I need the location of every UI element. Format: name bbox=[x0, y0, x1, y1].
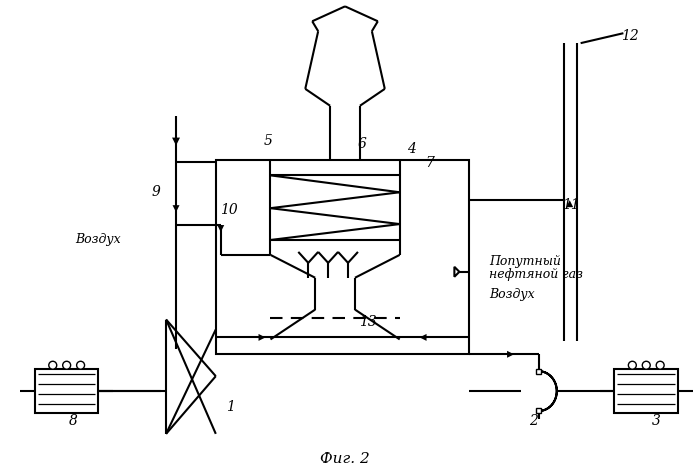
Text: 8: 8 bbox=[69, 414, 78, 428]
Bar bbox=[614, 369, 678, 413]
Text: 4: 4 bbox=[408, 142, 416, 155]
Text: 10: 10 bbox=[220, 203, 238, 217]
Polygon shape bbox=[566, 200, 573, 207]
Polygon shape bbox=[259, 334, 266, 341]
Text: 2: 2 bbox=[529, 414, 538, 428]
Bar bbox=[536, 408, 541, 413]
Polygon shape bbox=[507, 351, 514, 358]
Text: Воздух: Воздух bbox=[75, 234, 122, 246]
Circle shape bbox=[656, 361, 664, 369]
Bar bbox=[536, 369, 541, 374]
Text: 7: 7 bbox=[425, 156, 434, 171]
Text: Попутный: Попутный bbox=[489, 255, 561, 268]
Polygon shape bbox=[539, 371, 556, 411]
Text: Воздух: Воздух bbox=[489, 288, 535, 301]
Text: 6: 6 bbox=[357, 137, 366, 151]
Text: нефтяной газ: нефтяной газ bbox=[489, 268, 583, 281]
Text: Фиг. 2: Фиг. 2 bbox=[320, 452, 370, 465]
Circle shape bbox=[642, 361, 650, 369]
Text: 1: 1 bbox=[226, 400, 235, 414]
Polygon shape bbox=[173, 205, 180, 212]
Bar bbox=[35, 369, 99, 413]
Circle shape bbox=[628, 361, 636, 369]
Text: 9: 9 bbox=[152, 185, 161, 199]
Text: 3: 3 bbox=[651, 414, 661, 428]
Polygon shape bbox=[217, 225, 224, 232]
Circle shape bbox=[63, 361, 71, 369]
Text: 13: 13 bbox=[359, 315, 377, 328]
Bar bbox=[216, 161, 469, 354]
Circle shape bbox=[77, 361, 85, 369]
Polygon shape bbox=[419, 334, 426, 341]
Text: 12: 12 bbox=[621, 29, 639, 43]
Circle shape bbox=[49, 361, 57, 369]
Text: 5: 5 bbox=[264, 134, 273, 147]
Polygon shape bbox=[172, 137, 180, 146]
Text: 11: 11 bbox=[562, 198, 579, 212]
